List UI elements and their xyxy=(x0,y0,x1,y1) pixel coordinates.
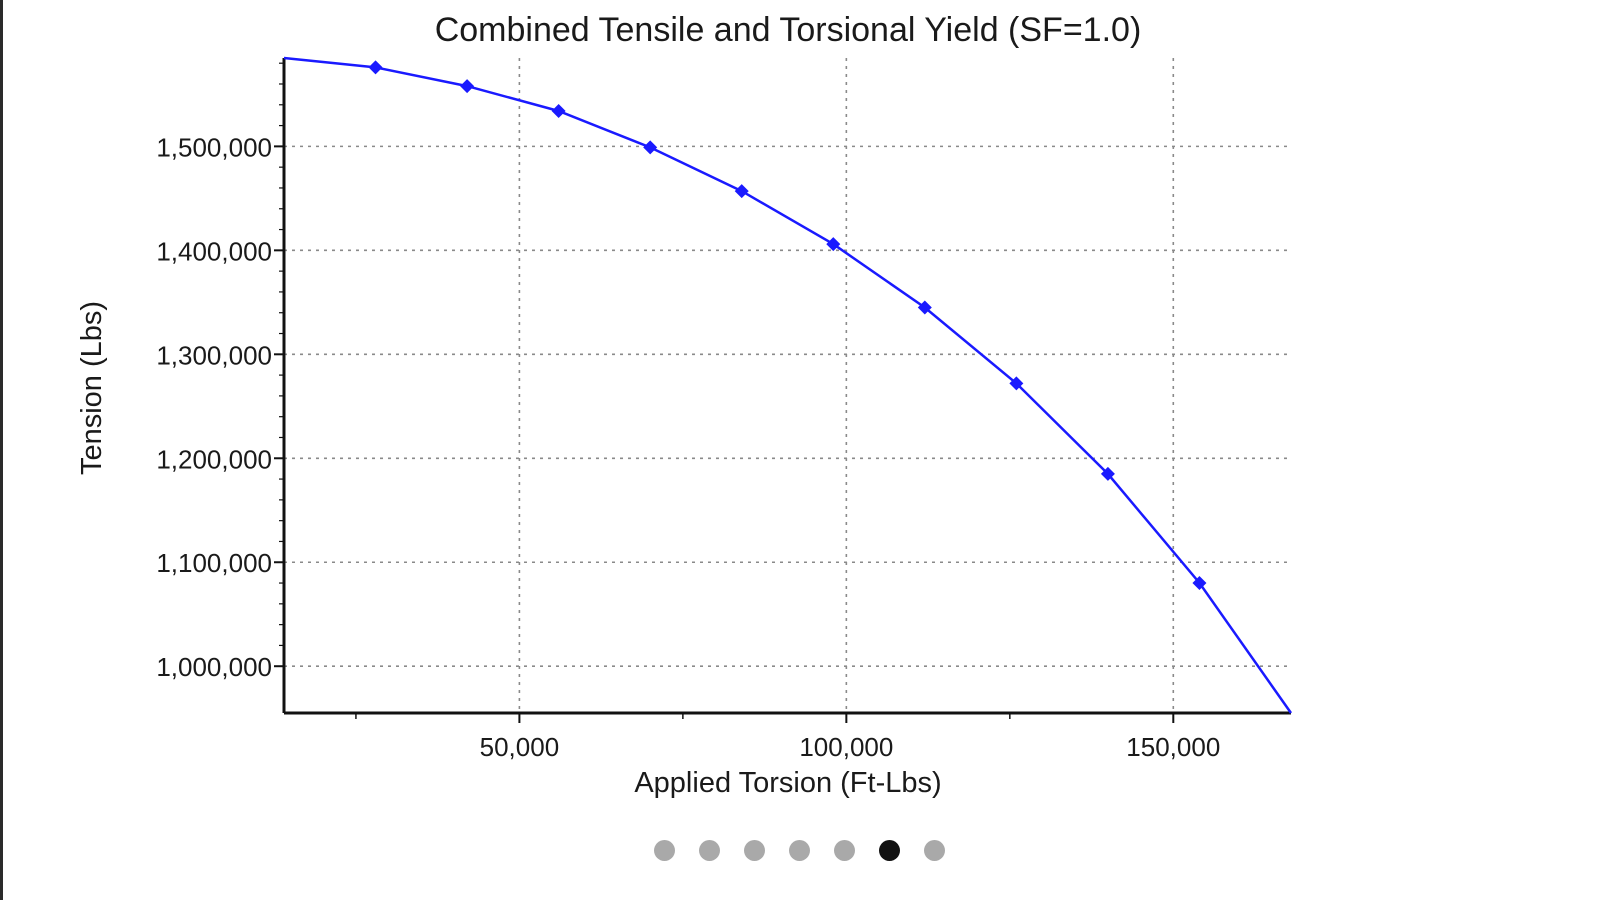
page-dot-3[interactable] xyxy=(744,839,765,861)
series-group xyxy=(283,56,1293,714)
x-axis-ticks: 50,000 100,000 150,000 xyxy=(355,713,1220,762)
page-dot-2[interactable] xyxy=(699,839,720,861)
data-point xyxy=(1192,576,1207,591)
data-point xyxy=(826,237,841,252)
x-tick-label: 100,000 xyxy=(799,732,893,762)
data-point xyxy=(1009,376,1024,391)
y-tick-label: 1,500,000 xyxy=(156,132,272,162)
data-point xyxy=(643,140,658,155)
data-point xyxy=(368,60,383,75)
y-tick-label: 1,400,000 xyxy=(156,236,272,266)
page-dot-1[interactable] xyxy=(654,839,675,861)
x-tick-label: 150,000 xyxy=(1126,732,1220,762)
x-tick-label: 50,000 xyxy=(480,732,560,762)
y-tick-label: 1,100,000 xyxy=(156,548,272,578)
data-point xyxy=(1100,466,1115,481)
page-dot-7[interactable] xyxy=(924,839,945,861)
chart-title: Combined Tensile and Torsional Yield (SF… xyxy=(435,11,1142,49)
page-dot-6[interactable] xyxy=(879,839,900,861)
data-point xyxy=(551,104,566,119)
y-tick-label: 1,000,000 xyxy=(156,652,272,682)
page-dot-5[interactable] xyxy=(834,839,855,861)
y-tick-label: 1,200,000 xyxy=(156,444,272,474)
data-point xyxy=(460,79,475,94)
x-axis-label: Applied Torsion (Ft-Lbs) xyxy=(634,767,941,799)
data-point xyxy=(917,300,932,315)
page-dot-4[interactable] xyxy=(789,839,810,861)
axes xyxy=(282,58,1291,715)
page-indicator xyxy=(654,838,945,862)
grid-lines xyxy=(284,58,1291,713)
series-line xyxy=(283,56,1293,714)
y-axis-label: Tension (Lbs) xyxy=(76,301,108,475)
data-point xyxy=(734,184,749,199)
y-axis-ticks: 1,000,000 1,100,000 1,200,000 1,300,000 1,40… xyxy=(156,62,284,682)
y-tick-label: 1,300,000 xyxy=(156,340,272,370)
